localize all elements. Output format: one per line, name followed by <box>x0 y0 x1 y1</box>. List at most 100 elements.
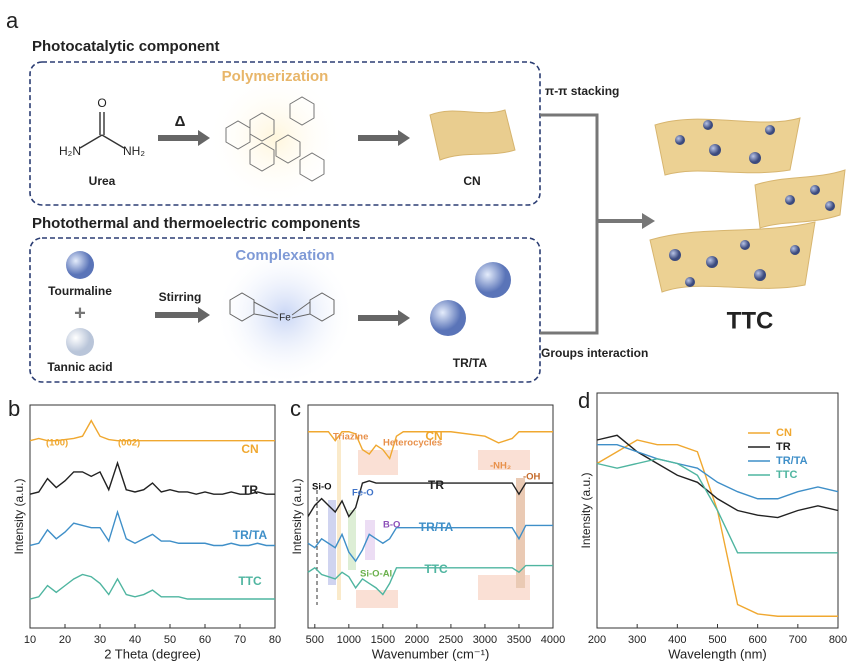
x-tick-label: 1000 <box>337 634 361 646</box>
x-tick-label: 40 <box>129 634 141 646</box>
dashed-box <box>29 237 541 383</box>
series-line <box>307 480 553 518</box>
x-tick-label: 800 <box>829 634 847 646</box>
plus: + <box>74 302 86 324</box>
process: Polymerization <box>222 68 329 85</box>
arrow <box>597 213 655 229</box>
series-line <box>29 460 275 495</box>
x-axis-label: Wavenumber (cm⁻¹) <box>372 646 490 661</box>
x-tick-label: 600 <box>748 634 766 646</box>
series-line <box>308 431 553 461</box>
series-label: TR/TA <box>419 520 454 534</box>
arrow <box>358 310 410 326</box>
legend-label: TR <box>776 441 791 453</box>
legend-label: CN <box>776 427 792 439</box>
label: TTC <box>727 307 774 334</box>
x-tick-label: 700 <box>789 634 807 646</box>
x-tick-label: 60 <box>199 634 211 646</box>
ttc-sheets <box>649 117 846 293</box>
dashed-box <box>29 61 541 206</box>
annotation: Triazine <box>333 432 368 443</box>
glow <box>215 245 355 385</box>
series-label: CN <box>425 429 442 443</box>
panel-label: b <box>8 396 20 421</box>
panel-label: d <box>578 388 590 413</box>
legend-label: TTC <box>776 469 797 481</box>
label: Groups interaction <box>541 346 648 360</box>
x-axis-label: Wavelength (nm) <box>668 646 767 661</box>
fe-complex <box>229 292 335 322</box>
process: Complexation <box>235 247 334 264</box>
annotation: (002) <box>118 438 140 449</box>
glow <box>207 70 343 206</box>
x-tick-label: 10 <box>24 634 36 646</box>
tourmaline-icon <box>66 251 94 279</box>
label: Tannic acid <box>47 360 112 374</box>
arrow <box>155 307 210 323</box>
x-tick-label: 70 <box>234 634 246 646</box>
x-tick-label: 50 <box>164 634 176 646</box>
x-tick-label: 500 <box>306 634 324 646</box>
annotation: Si-O-Al <box>360 569 392 580</box>
connector <box>540 113 599 335</box>
series-line <box>29 419 275 442</box>
x-tick-label: 4000 <box>541 634 565 646</box>
x-tick-label: 20 <box>59 634 71 646</box>
y-axis-label: Intensity (a.u.) <box>579 472 593 548</box>
section-title: Photothermal and thermoelectric componen… <box>32 215 360 232</box>
label: TR/TA <box>453 356 488 370</box>
series-line <box>29 509 275 547</box>
atom: H₂N <box>59 144 81 158</box>
tannic-icon <box>66 328 94 356</box>
series-label: TTC <box>424 562 448 576</box>
heat: Δ <box>175 113 186 130</box>
panel-label: a <box>6 8 19 33</box>
label: π-π stacking <box>545 84 619 98</box>
annotation: B-O <box>383 520 400 531</box>
series-line <box>29 573 275 600</box>
cn-structure <box>225 96 325 182</box>
annotation: (100) <box>46 438 68 449</box>
x-tick-label: 30 <box>94 634 106 646</box>
x-tick-label: 80 <box>269 634 281 646</box>
cn-sheet <box>429 109 516 161</box>
series-line <box>596 434 839 519</box>
annotation: -NH₂ <box>490 461 511 472</box>
ball <box>475 262 511 298</box>
y-axis-label: Intensity (a.u.) <box>290 478 304 554</box>
label: Urea <box>89 174 116 188</box>
series-line <box>307 524 553 563</box>
panel-label: c <box>290 396 301 421</box>
annotation: Si-O <box>312 482 332 493</box>
series-line <box>596 458 838 554</box>
x-tick-label: 1500 <box>371 634 395 646</box>
x-tick-label: 200 <box>588 634 606 646</box>
x-tick-label: 500 <box>708 634 726 646</box>
series-label: TR <box>428 478 444 492</box>
series-label: TR <box>242 483 258 497</box>
section-title: Photocatalytic component <box>32 38 220 55</box>
atom: O <box>97 96 106 110</box>
x-tick-label: 2500 <box>439 634 463 646</box>
x-tick-label: 3000 <box>473 634 497 646</box>
annotation: -OH <box>523 472 541 483</box>
x-tick-label: 400 <box>668 634 686 646</box>
x-tick-label: 3500 <box>507 634 531 646</box>
label: Stirring <box>159 290 202 304</box>
series-line <box>597 444 839 500</box>
series-label: TR/TA <box>233 528 268 542</box>
label: Tourmaline <box>48 284 112 298</box>
series-label: TTC <box>238 574 262 588</box>
arrow <box>358 130 410 146</box>
plot-frame <box>29 404 276 629</box>
atom: Fe <box>279 313 291 324</box>
urea-molecule <box>79 112 125 149</box>
series-line <box>307 564 553 596</box>
arrow <box>158 130 210 146</box>
label: CN <box>463 174 480 188</box>
ball <box>430 300 466 336</box>
shaded-regions <box>328 440 530 608</box>
annotation: Heterocycles <box>383 438 442 449</box>
x-axis-label: 2 Theta (degree) <box>104 646 201 661</box>
